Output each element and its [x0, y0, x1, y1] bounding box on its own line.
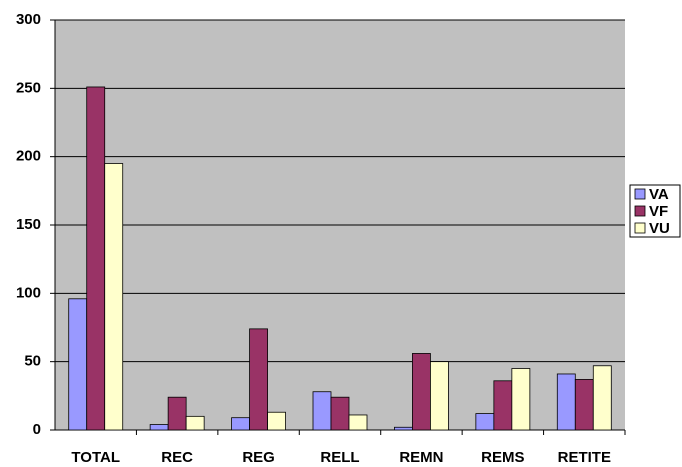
- bar: [249, 328, 268, 431]
- x-tick-label: RETITE: [558, 449, 611, 466]
- x-tick-label: TOTAL: [71, 449, 120, 466]
- bar: [412, 353, 431, 431]
- legend-swatch: [634, 188, 646, 200]
- bar: [475, 413, 495, 431]
- bar: [511, 368, 531, 431]
- bar: [556, 373, 576, 431]
- y-tick-label: 100: [16, 284, 41, 301]
- y-tick-label: 300: [16, 11, 41, 28]
- bar: [312, 391, 332, 431]
- bar: [231, 417, 250, 431]
- bar: [348, 414, 368, 431]
- y-tick-label: 250: [16, 79, 41, 96]
- bar: [330, 396, 350, 431]
- bar: [394, 426, 413, 431]
- legend-swatch: [634, 222, 646, 234]
- bar: [493, 380, 513, 431]
- y-tick-label: 0: [33, 421, 41, 438]
- bar: [574, 379, 594, 431]
- x-tick-label: REC: [161, 449, 193, 466]
- y-tick-label: 200: [16, 148, 41, 165]
- y-tick-label: 50: [24, 353, 41, 370]
- x-tick-label: REMN: [399, 449, 443, 466]
- legend-label: VF: [649, 203, 668, 220]
- bar: [185, 415, 205, 431]
- bar: [167, 396, 187, 431]
- x-tick-label: REMS: [481, 449, 524, 466]
- x-tick-label: REG: [242, 449, 275, 466]
- bar: [86, 86, 106, 431]
- legend-label: VA: [649, 186, 669, 203]
- bar: [149, 424, 169, 431]
- bar: [430, 361, 449, 431]
- bar: [68, 298, 88, 431]
- y-tick-label: 150: [16, 216, 41, 233]
- bar: [104, 163, 124, 431]
- legend-swatch: [634, 205, 646, 217]
- bar: [592, 365, 612, 431]
- legend-label: VU: [649, 220, 670, 237]
- bar: [267, 411, 286, 431]
- x-tick-label: RELL: [320, 449, 359, 466]
